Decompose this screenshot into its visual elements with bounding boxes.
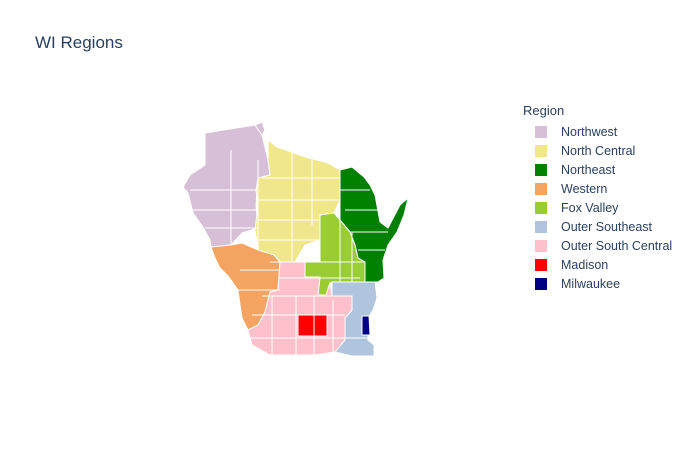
legend-title: Region xyxy=(523,103,565,118)
legend-swatch xyxy=(535,258,547,271)
region-madison[interactable] xyxy=(297,314,328,337)
legend-item-western[interactable]: Western xyxy=(523,179,672,198)
legend-label: North Central xyxy=(561,143,636,158)
legend-label: Fox Valley xyxy=(561,200,619,215)
legend-swatch xyxy=(535,125,547,138)
chart-title: WI Regions xyxy=(35,33,123,52)
legend-swatch xyxy=(535,144,547,157)
region-milwaukee[interactable] xyxy=(361,315,371,336)
legend-item-fox-valley[interactable]: Fox Valley xyxy=(523,198,672,217)
region-north-central[interactable] xyxy=(254,138,341,263)
legend-swatch xyxy=(535,220,547,233)
legend-item-northwest[interactable]: Northwest xyxy=(523,122,672,141)
legend-item-outer-south-central[interactable]: Outer South Central xyxy=(523,236,672,255)
legend-item-madison[interactable]: Madison xyxy=(523,255,672,274)
legend-label: Outer Southeast xyxy=(561,219,653,234)
legend-label: Northwest xyxy=(561,124,618,139)
legend-item-north-central[interactable]: North Central xyxy=(523,141,672,160)
legend-label: Outer South Central xyxy=(561,238,673,253)
legend-swatch xyxy=(535,182,547,195)
legend-label: Madison xyxy=(561,257,609,272)
legend-item-milwaukee[interactable]: Milwaukee xyxy=(523,274,672,293)
legend-swatch xyxy=(535,201,547,214)
legend-label: Western xyxy=(561,181,608,196)
legend-swatch xyxy=(535,163,547,176)
legend-swatch xyxy=(535,239,547,252)
legend-label: Milwaukee xyxy=(561,276,621,291)
legend: Region Northwest North Central Northeast We… xyxy=(523,103,672,293)
legend-item-northeast[interactable]: Northeast xyxy=(523,160,672,179)
legend-label: Northeast xyxy=(561,162,616,177)
legend-swatch xyxy=(535,277,547,290)
legend-item-outer-southeast[interactable]: Outer Southeast xyxy=(523,217,672,236)
region-northwest-1[interactable] xyxy=(254,121,266,136)
